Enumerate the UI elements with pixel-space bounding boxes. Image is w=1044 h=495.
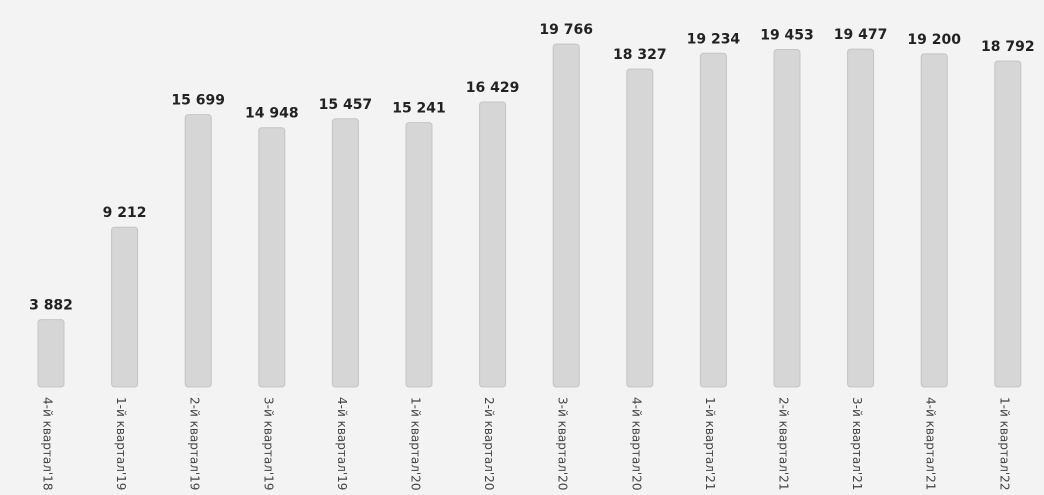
value-label-11: 19 477: [834, 27, 888, 43]
bar-2: [184, 114, 212, 388]
category-ticks-layer: 4-й квартал'18 1-й квартал'19 2-й квартал'…: [41, 397, 1012, 490]
bar-11: [847, 48, 875, 388]
bar-10: [773, 49, 801, 388]
bar-0: [37, 319, 65, 388]
category-label-7: 3-й квартал'20: [556, 397, 570, 490]
value-label-10: 19 453: [760, 28, 814, 44]
value-label-0: 3 882: [29, 298, 73, 314]
category-label-6: 2-й квартал'20: [482, 397, 496, 490]
value-label-3: 14 948: [245, 106, 299, 122]
category-label-9: 1-й квартал'21: [703, 397, 717, 490]
category-label-12: 4-й квартал'21: [924, 397, 938, 490]
category-label-0: 4-й квартал'18: [41, 397, 55, 490]
category-label-2: 2-й квартал'19: [188, 397, 202, 490]
category-label-13: 1-й квартал'22: [997, 397, 1011, 490]
category-label-10: 2-й квартал'21: [777, 397, 791, 490]
bar-6: [479, 101, 507, 388]
value-label-13: 18 792: [981, 39, 1035, 55]
bar-12: [920, 53, 948, 388]
value-label-12: 19 200: [907, 32, 961, 48]
value-label-8: 18 327: [613, 47, 667, 63]
category-label-3: 3-й квартал'19: [261, 397, 275, 490]
bar-3: [258, 127, 286, 388]
value-label-5: 15 241: [392, 101, 446, 117]
bar-9: [699, 52, 727, 388]
value-label-6: 16 429: [466, 80, 520, 96]
category-label-11: 3-й квартал'21: [850, 397, 864, 490]
value-label-4: 15 457: [319, 97, 373, 113]
bar-13: [994, 60, 1022, 388]
category-label-4: 4-й квартал'19: [335, 397, 349, 490]
bar-8: [626, 68, 654, 388]
value-label-2: 15 699: [171, 93, 225, 109]
category-label-1: 1-й квартал'19: [114, 397, 128, 490]
bar-7: [552, 43, 580, 388]
value-label-1: 9 212: [103, 205, 147, 221]
bars-layer: [37, 43, 1022, 388]
value-labels-layer: 3 882 9 212 15 699 14 948 15 457 15 241 16 429…: [29, 22, 1035, 314]
category-label-5: 1-й квартал'20: [409, 397, 423, 490]
bar-1: [111, 226, 139, 388]
value-label-7: 19 766: [539, 22, 593, 38]
bar-5: [405, 122, 433, 388]
category-label-8: 4-й квартал'20: [629, 397, 643, 490]
bar-4: [331, 118, 359, 388]
value-label-9: 19 234: [687, 31, 741, 47]
